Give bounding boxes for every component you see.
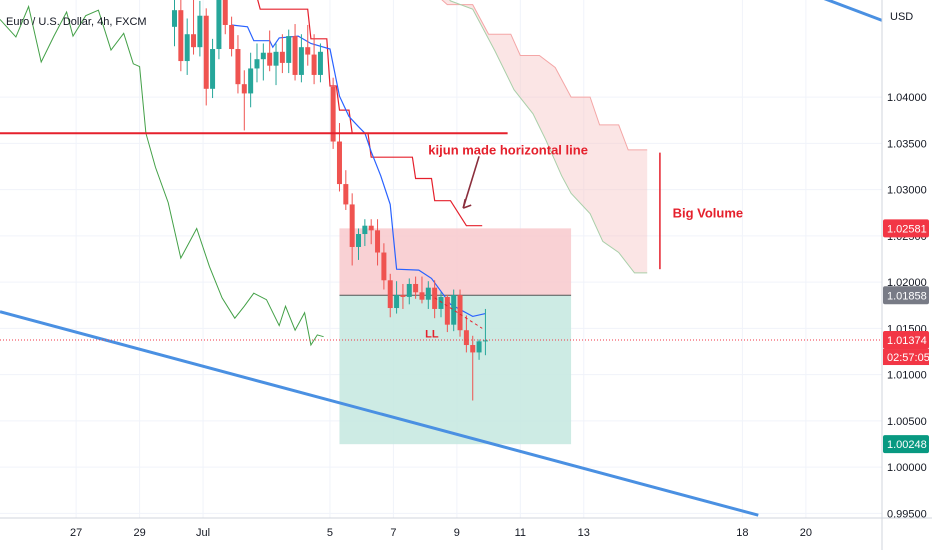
candle-body — [438, 296, 444, 309]
y-tick-label: 1.01000 — [887, 370, 927, 382]
candle-body — [267, 52, 273, 66]
candle-body — [381, 252, 387, 281]
trend-line — [0, 310, 759, 517]
candle-body — [330, 86, 336, 142]
x-tick-label: 11 — [515, 527, 526, 539]
y-tick-label: 1.04000 — [887, 92, 927, 104]
target-badge-text: 1.00248 — [887, 439, 927, 451]
current-price-badge-text: 1.01374 — [887, 335, 927, 347]
senkou-a-line — [441, 0, 648, 151]
kijun-line — [257, 0, 483, 227]
candle-body — [273, 51, 279, 66]
current-price-badge-bg — [883, 331, 929, 350]
ll-label: LL — [425, 329, 439, 341]
candle-body — [419, 292, 425, 300]
candle-body — [203, 15, 209, 89]
y-tick-label: 1.03500 — [887, 138, 927, 150]
candle-body — [216, 0, 222, 50]
candle-body — [349, 204, 355, 247]
candle-body — [191, 34, 197, 48]
candle-body — [235, 49, 241, 85]
candle-body — [260, 52, 266, 60]
price-badges: 1.02581 1.01858 1.01374 02:57:05 1.00248 — [883, 219, 930, 454]
senkou-b-line — [449, 0, 648, 274]
candle-body — [425, 287, 431, 300]
candle-body — [171, 10, 177, 27]
candle-body — [279, 51, 285, 63]
indicator-lines — [0, 0, 486, 347]
lagging-span-line — [0, 4, 324, 347]
x-tick-label: 9 — [454, 527, 460, 539]
entry-badge-text: 1.01858 — [887, 290, 927, 302]
candle-body — [254, 59, 260, 69]
candle-body — [400, 295, 406, 297]
x-tick-label: 5 — [327, 527, 333, 539]
candle-body — [457, 295, 463, 331]
candle-body — [356, 234, 362, 247]
candle-body — [317, 51, 323, 75]
stop-badge-text: 1.02581 — [887, 223, 927, 235]
x-tick-label: 13 — [578, 527, 590, 539]
candle-body — [184, 34, 190, 62]
candle-body — [368, 225, 374, 231]
candle-body — [197, 15, 203, 48]
candle-body — [470, 345, 476, 353]
ichimoku-cloud — [441, 0, 648, 274]
y-tick-label: 0.99500 — [887, 508, 927, 520]
candle-body — [375, 230, 381, 253]
candle-body — [241, 84, 247, 94]
current-price-badge-countdown-bg — [883, 349, 929, 366]
currency-label: USD — [890, 11, 913, 23]
x-tick-label: 27 — [70, 527, 82, 539]
candle-body — [298, 47, 304, 75]
price-scale-bg — [882, 0, 932, 550]
candle-body — [222, 0, 228, 25]
drawings: kijun made horizontal line Big Volume LL — [0, 0, 883, 517]
volume-annotation: Big Volume — [673, 205, 744, 220]
candle-body — [178, 10, 184, 62]
candle-body — [292, 36, 298, 75]
target-badge-bg — [883, 435, 929, 454]
candle-body — [311, 54, 317, 75]
tenkan-line — [231, 24, 486, 318]
candle-body — [476, 341, 482, 353]
candle-body — [229, 24, 235, 50]
entry-badge-bg — [883, 286, 929, 305]
x-tick-label: Jul — [196, 527, 210, 539]
candle-body — [362, 225, 368, 235]
current-price-badge-countdown-text: 02:57:05 — [887, 352, 930, 364]
candles — [171, 0, 488, 401]
candle-body — [482, 340, 488, 342]
candle-body — [387, 280, 393, 309]
y-tick-label: 1.00500 — [887, 416, 927, 428]
x-tick-label: 18 — [736, 527, 748, 539]
candle-body — [286, 36, 292, 63]
candle-body — [406, 283, 412, 297]
y-tick-label: 1.00000 — [887, 462, 927, 474]
stop-loss-zone — [339, 228, 572, 296]
candle-body — [248, 68, 254, 94]
candle-body — [463, 330, 469, 346]
candle-body — [394, 295, 400, 309]
candle-body — [451, 295, 457, 325]
candle-body — [336, 141, 342, 185]
trend-line — [823, 0, 883, 22]
candle-body — [305, 47, 311, 55]
stop-badge-bg — [883, 219, 929, 238]
candle-body — [210, 49, 216, 89]
y-tick-label: 1.02000 — [887, 277, 927, 289]
x-tick-label: 29 — [133, 527, 145, 539]
candle-body — [444, 296, 450, 325]
x-tick-label: 7 — [390, 527, 396, 539]
symbol-title: Euro / U.S. Dollar, 4h, FXCM — [6, 16, 147, 28]
candle-body — [343, 184, 349, 205]
arrow-head — [462, 198, 472, 209]
candle-body — [413, 283, 419, 293]
x-tick-label: 20 — [800, 527, 812, 539]
kijun-annotation: kijun made horizontal line — [428, 142, 588, 157]
y-tick-label: 1.03000 — [887, 185, 927, 197]
